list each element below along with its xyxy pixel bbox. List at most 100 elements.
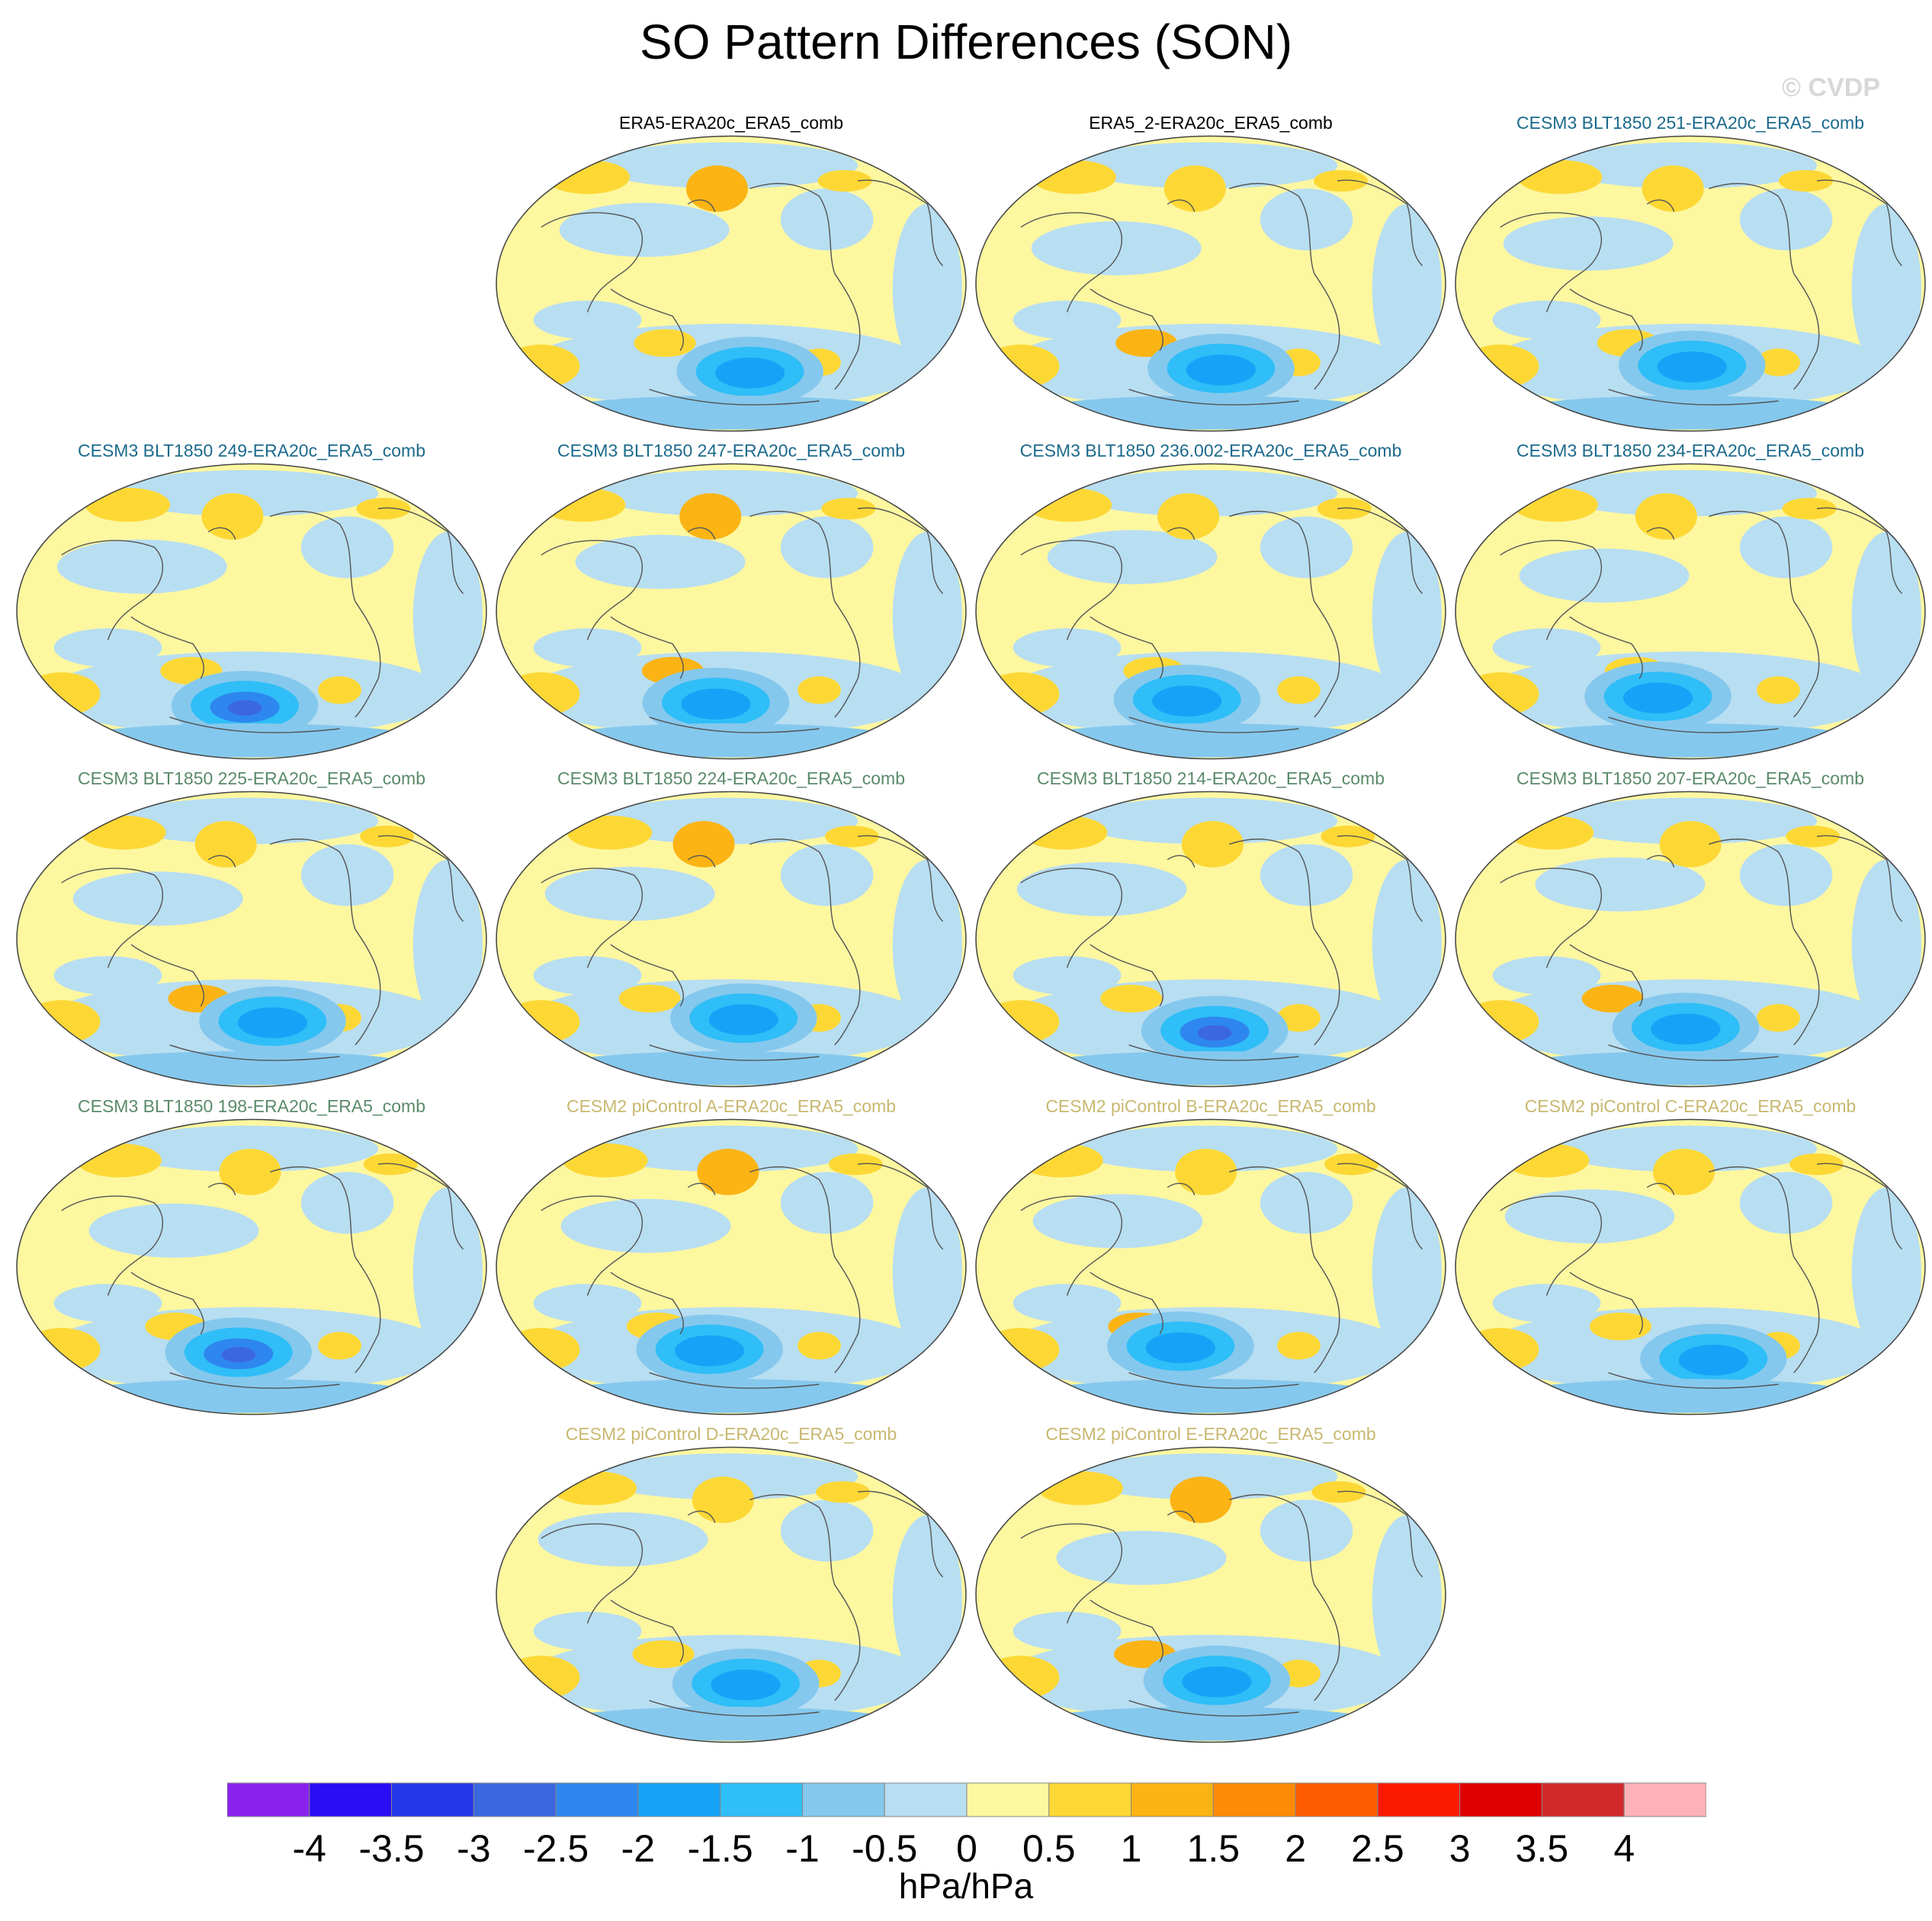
anomaly-contour <box>595 470 858 517</box>
anomaly-contour <box>1492 1284 1601 1323</box>
anomaly-contour <box>544 159 631 194</box>
coastline <box>207 527 236 540</box>
anomaly-contour <box>1074 1125 1338 1172</box>
colorbar-swatch <box>391 1782 474 1817</box>
map-plot <box>1455 135 1926 432</box>
map-panel: CESM3 BLT1850 198-ERA20c_ERA5_comb <box>12 1096 491 1416</box>
anomaly-contour <box>69 1050 425 1086</box>
coastline <box>378 1163 464 1250</box>
map-plot <box>1455 1118 1926 1416</box>
coastline <box>1608 1372 1779 1389</box>
coastline <box>1128 1044 1299 1061</box>
coastline <box>858 1163 944 1250</box>
anomaly-contour <box>115 797 379 845</box>
colorbar <box>227 1782 1706 1817</box>
anomaly-contour <box>575 534 746 589</box>
anomaly-contour <box>1851 859 1921 1030</box>
anomaly-contour <box>1175 1149 1237 1195</box>
anomaly-contour <box>1589 1312 1652 1341</box>
anomaly-contour <box>982 1000 1060 1044</box>
map-panel: CESM2 piControl C-ERA20c_ERA5_comb <box>1451 1096 1930 1416</box>
map-border <box>975 1446 1446 1743</box>
panel-title: CESM3 BLT1850 251-ERA20c_ERA5_comb <box>1516 113 1864 133</box>
anomaly-contour <box>632 1640 695 1669</box>
anomaly-contour <box>548 1378 904 1413</box>
anomaly-contour <box>1517 159 1603 194</box>
colorbar-tick-label: 0.5 <box>1022 1827 1076 1870</box>
anomaly-contour <box>1260 1172 1353 1234</box>
anomaly-contour <box>708 1004 778 1035</box>
coastline <box>858 179 944 267</box>
anomaly-contour <box>300 844 394 906</box>
colorbar-swatch <box>1623 1782 1706 1817</box>
anomaly-contour <box>69 1378 425 1413</box>
map-border <box>496 791 967 1088</box>
coastline <box>541 1523 643 1624</box>
anomaly-contour <box>318 676 361 704</box>
coastline <box>1500 1195 1603 1296</box>
anomaly-contour <box>892 1187 962 1358</box>
coastline <box>541 867 643 968</box>
colorbar-swatch <box>1459 1782 1542 1817</box>
coastline <box>649 1044 820 1061</box>
anomaly-contour <box>1739 844 1833 906</box>
colorbar-swatch <box>1377 1782 1461 1817</box>
anomaly-contour <box>780 516 874 579</box>
coastline <box>1229 511 1340 718</box>
colorbar-tick-label: 4 <box>1613 1827 1635 1870</box>
map-panel: CESM3 BLT1850 234-ERA20c_ERA5_comb <box>1451 441 1930 761</box>
anomaly-contour <box>363 1153 418 1175</box>
coastline <box>378 507 464 595</box>
colorbar-swatch <box>966 1782 1050 1817</box>
coastline <box>687 199 716 213</box>
coastline <box>1229 183 1340 390</box>
anomaly-contour <box>1462 345 1539 388</box>
anomaly-contour <box>53 956 162 995</box>
anomaly-contour <box>1642 165 1704 212</box>
map-plot <box>496 791 967 1088</box>
coastline <box>1709 839 1820 1046</box>
anomaly-contour <box>300 516 394 579</box>
panel-title: CESM3 BLT1850 214-ERA20c_ERA5_comb <box>1037 768 1385 788</box>
anomaly-contour <box>1782 498 1837 520</box>
anomaly-contour <box>1739 1172 1833 1234</box>
anomaly-contour <box>1778 170 1833 192</box>
anomaly-contour <box>227 700 262 716</box>
coastline <box>610 288 684 351</box>
colorbar-tick-label: 3.5 <box>1515 1827 1569 1870</box>
anomaly-contour <box>551 1470 637 1506</box>
colorbar-swatch <box>227 1782 310 1817</box>
anomaly-contour <box>1786 826 1841 848</box>
coastline <box>1569 616 1643 679</box>
coastline <box>610 944 684 1007</box>
anomaly-contour <box>1260 1499 1353 1562</box>
coastline <box>1500 867 1603 968</box>
coastline <box>858 507 944 595</box>
anomaly-contour <box>672 821 735 867</box>
anomaly-contour <box>1013 1612 1122 1650</box>
anomaly-contour <box>23 672 101 716</box>
coastline <box>270 511 381 718</box>
panel-title: CESM2 piControl A-ERA20c_ERA5_comb <box>566 1096 897 1116</box>
anomaly-contour <box>618 984 681 1013</box>
anomaly-contour <box>1513 487 1598 522</box>
anomaly-contour <box>194 821 257 867</box>
coastline <box>749 1166 861 1374</box>
anomaly-contour <box>1657 351 1727 383</box>
panel-title: CESM3 BLT1850 198-ERA20c_ERA5_comb <box>78 1096 425 1116</box>
anomaly-contour <box>1028 1050 1384 1086</box>
coastline <box>169 1044 340 1061</box>
anomaly-contour <box>412 859 483 1030</box>
panel-title: ERA5-ERA20c_ERA5_comb <box>618 113 844 133</box>
coastline <box>1090 616 1163 679</box>
coastline <box>541 540 643 640</box>
anomaly-contour <box>1028 1706 1384 1741</box>
panel-title: CESM3 BLT1850 207-ERA20c_ERA5_comb <box>1516 768 1864 788</box>
anomaly-contour <box>1492 956 1601 995</box>
coastline <box>1817 835 1903 922</box>
anomaly-contour <box>533 1612 642 1650</box>
coastline <box>1569 1272 1643 1335</box>
map-plot <box>1455 791 1926 1088</box>
map-panel: CESM3 BLT1850 247-ERA20c_ERA5_comb <box>492 441 971 761</box>
coastline <box>749 511 861 718</box>
